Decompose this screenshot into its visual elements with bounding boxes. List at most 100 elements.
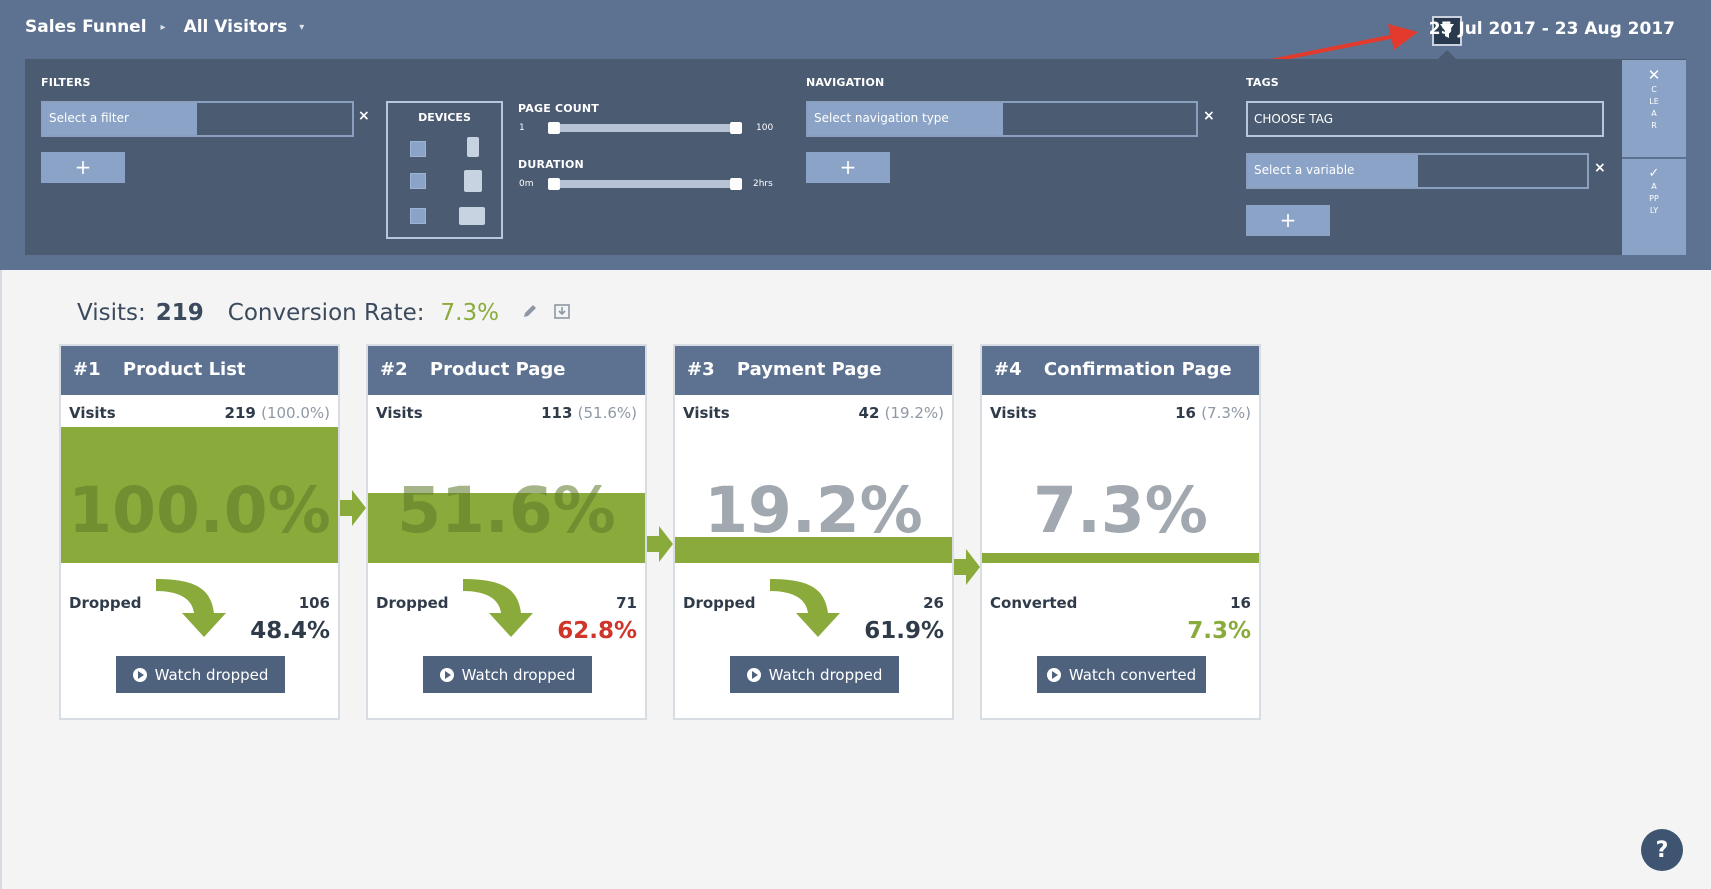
remove-filter-icon[interactable]: × (358, 108, 370, 124)
step-title: Product List (122, 359, 246, 380)
pencil-icon[interactable] (521, 302, 539, 320)
duration-min-handle[interactable] (548, 178, 560, 190)
date-range[interactable]: 25 Jul 2017 - 23 Aug 2017 (1428, 19, 1675, 39)
step-arrow-icon (647, 526, 673, 562)
variable-select-placeholder: Select a variable (1248, 155, 1418, 187)
visits-count: 16 (1175, 404, 1196, 422)
watch-dropped-button[interactable]: Watch dropped (730, 656, 899, 693)
watch-label: Watch converted (1068, 665, 1197, 684)
page-count-min: 1 (519, 123, 525, 133)
divider (1622, 157, 1686, 159)
tablet-icon (464, 170, 482, 192)
funnel-summary: Visits: 219 Conversion Rate: 7.3% (77, 300, 571, 326)
apply-label: APPLY (1649, 182, 1659, 215)
filter-select-placeholder: Select a filter (43, 103, 197, 135)
step-title: Payment Page (736, 359, 882, 380)
duration-slider[interactable] (548, 178, 742, 190)
conversion-bar (675, 537, 952, 563)
variable-select[interactable]: Select a variable (1246, 153, 1589, 189)
bottom-count: 26 (923, 594, 944, 612)
visits-label: Visits (69, 404, 116, 422)
mobile-checkbox[interactable] (410, 141, 426, 157)
dropped-arrow-icon (156, 579, 226, 637)
step-arrow-icon (954, 549, 980, 585)
watch-label: Watch dropped (461, 665, 576, 684)
step-number: #4 (994, 359, 1022, 380)
bottom-percent: 7.3% (1187, 618, 1251, 644)
bottom-count: 106 (298, 594, 330, 612)
watch-dropped-button[interactable]: Watch dropped (423, 656, 592, 693)
step-title: Confirmation Page (1043, 359, 1232, 380)
navigation-select-placeholder: Select navigation type (808, 103, 1003, 135)
visits-row: Visits 16 (7.3%) (990, 404, 1251, 422)
remove-variable-icon[interactable]: × (1594, 160, 1606, 176)
duration-max: 2hrs (753, 179, 773, 189)
check-icon: ✓ (1648, 166, 1660, 181)
remove-navigation-icon[interactable]: × (1203, 108, 1215, 124)
navigation-select[interactable]: Select navigation type (806, 101, 1198, 137)
visits-label: Visits: (77, 300, 146, 326)
clear-button[interactable]: ✕ CLEAR (1622, 66, 1686, 132)
visits-label: Visits (990, 404, 1037, 422)
watch-label: Watch dropped (768, 665, 883, 684)
breadcrumb-root[interactable]: Sales Funnel (25, 17, 147, 37)
navigation-label: NAVIGATION (806, 76, 885, 89)
page-count-max: 100 (756, 123, 774, 133)
visits-percent: (100.0%) (261, 404, 330, 422)
dropped-arrow-icon (463, 579, 533, 637)
clear-label: CLEAR (1649, 85, 1659, 130)
visits-percent: (7.3%) (1201, 404, 1251, 422)
desktop-checkbox[interactable] (410, 208, 426, 224)
visits-label: Visits (683, 404, 730, 422)
funnel-icon (1440, 24, 1454, 38)
watch-converted-button[interactable]: Watch converted (1037, 656, 1206, 693)
bottom-count: 71 (616, 594, 637, 612)
visits-percent: (51.6%) (577, 404, 637, 422)
dropped-row: Dropped 26 (683, 594, 944, 612)
panel-caret (1437, 50, 1457, 60)
step-header: #2 Product Page (368, 346, 645, 395)
help-button[interactable]: ? (1641, 829, 1683, 871)
dropped-row: Dropped 71 (376, 594, 637, 612)
visits-row: Visits 113 (51.6%) (376, 404, 637, 422)
visits-count: 113 (541, 404, 573, 422)
step-percent: 51.6% (397, 474, 616, 547)
funnel-step-3: #3 Payment Page Visits 42 (19.2%) 19.2% … (673, 344, 954, 720)
export-icon[interactable] (553, 302, 571, 320)
page-count-label: PAGE COUNT (518, 102, 600, 115)
tags-label: TAGS (1246, 76, 1279, 89)
breadcrumb-view[interactable]: All Visitors (183, 17, 288, 37)
visits-value: 219 (155, 300, 204, 326)
page-count-min-handle[interactable] (548, 122, 560, 134)
funnel-step-1: #1 Product List Visits 219 (100.0%) 100.… (59, 344, 340, 720)
add-navigation-button[interactable]: + (806, 152, 890, 183)
step-arrow-icon (340, 490, 366, 526)
page-count-slider[interactable] (548, 122, 742, 134)
watch-dropped-button[interactable]: Watch dropped (116, 656, 285, 693)
bottom-label: Converted (990, 594, 1078, 612)
bottom-count: 16 (1230, 594, 1251, 612)
conversion-value: 7.3% (440, 300, 499, 326)
play-icon (746, 667, 761, 682)
duration-max-handle[interactable] (730, 178, 742, 190)
add-variable-button[interactable]: + (1246, 205, 1330, 236)
filter-toggle-button[interactable] (1432, 16, 1462, 46)
bottom-label: Dropped (683, 594, 756, 612)
conversion-label: Conversion Rate: (227, 300, 425, 326)
chevron-down-icon[interactable]: ▾ (299, 21, 305, 33)
visits-label: Visits (376, 404, 423, 422)
tablet-checkbox[interactable] (410, 173, 426, 189)
step-title: Product Page (429, 359, 566, 380)
page-count-max-handle[interactable] (730, 122, 742, 134)
play-icon (132, 667, 147, 682)
add-filter-button[interactable]: + (41, 152, 125, 183)
converted-row: Converted 16 (990, 594, 1251, 612)
apply-button[interactable]: ✓ APPLY (1622, 166, 1686, 217)
funnel-step-4: #4 Confirmation Page Visits 16 (7.3%) 7.… (980, 344, 1261, 720)
step-percent: 19.2% (704, 474, 923, 547)
step-percent: 100.0% (68, 474, 331, 547)
filter-select[interactable]: Select a filter (41, 101, 354, 137)
visits-count: 42 (858, 404, 880, 422)
choose-tag-select[interactable]: CHOOSE TAG (1246, 101, 1604, 137)
chevron-right-icon: ▸ (160, 21, 166, 33)
